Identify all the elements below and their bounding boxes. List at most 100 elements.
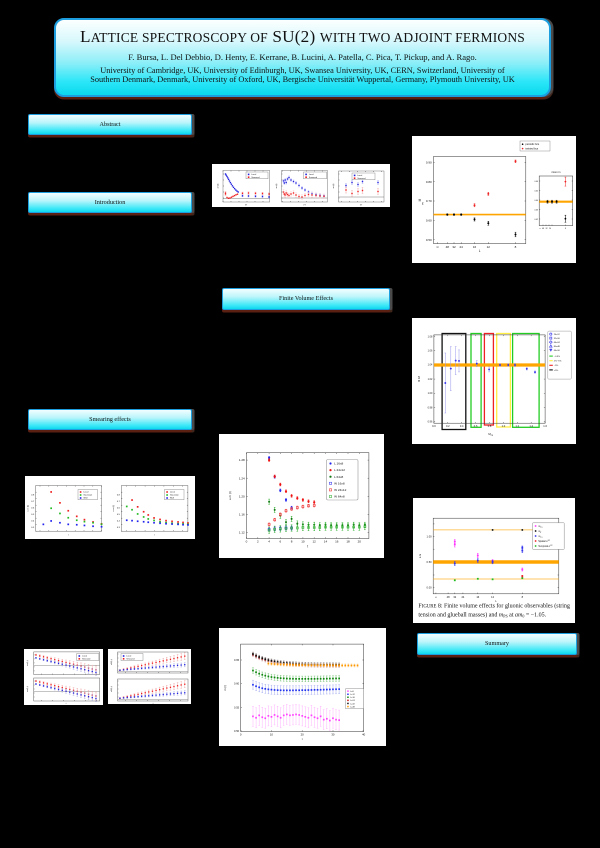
svg-text:16: 16 <box>335 540 339 544</box>
svg-text:0.90: 0.90 <box>426 160 432 164</box>
svg-text:16: 16 <box>476 595 479 599</box>
svg-text:0.0: 0.0 <box>432 424 436 428</box>
svg-text:0.4: 0.4 <box>117 521 121 523</box>
svg-text:FIGURE 8: Finite volume effect: FIGURE 8: Finite volume effects for gluo… <box>418 603 570 610</box>
svg-text:Smeared: Smeared <box>126 659 134 661</box>
svg-text:twisted bcs: twisted bcs <box>525 147 539 151</box>
svg-text:0.60: 0.60 <box>426 218 432 222</box>
svg-text:1.02: 1.02 <box>428 378 433 381</box>
svg-text:t/T: t/T <box>360 203 363 206</box>
svg-text:t: t <box>154 534 155 537</box>
svg-text:0.8: 0.8 <box>488 424 492 428</box>
svg-text:Smeared: Smeared <box>82 659 90 661</box>
svg-text:t: t <box>153 702 154 704</box>
svg-text:L=12: L=12 <box>350 694 355 696</box>
svg-text:∞: ∞ <box>539 228 541 230</box>
svg-text:1.16: 1.16 <box>239 513 245 517</box>
svg-text:PS: PS <box>422 201 424 204</box>
svg-text:t: t <box>307 545 308 549</box>
svg-text:∞: ∞ <box>435 596 437 599</box>
svg-text:Gaussian: Gaussian <box>83 495 93 497</box>
svg-text:1.24: 1.24 <box>239 476 245 480</box>
svg-text:0.65: 0.65 <box>234 658 240 662</box>
svg-text:0.2: 0.2 <box>446 424 450 428</box>
svg-text:∞: ∞ <box>436 245 439 249</box>
svg-text:0.60: 0.60 <box>234 682 240 686</box>
svg-text:1.4: 1.4 <box>529 424 533 428</box>
svg-text:Spatial σ1/2: Spatial σ1/2 <box>538 540 550 543</box>
svg-text:12: 12 <box>491 595 494 599</box>
svg-text:0.7: 0.7 <box>31 501 35 503</box>
svg-text:0.55: 0.55 <box>234 705 240 709</box>
svg-text:0.8: 0.8 <box>31 495 35 497</box>
svg-text:24: 24 <box>460 245 464 249</box>
svg-text:0.00: 0.00 <box>427 586 433 590</box>
svg-text:W 64x8: W 64x8 <box>334 495 345 499</box>
svg-text:Local: Local <box>309 174 314 176</box>
svg-text:t/T: t/T <box>245 203 248 206</box>
svg-text:24x12: 24x12 <box>554 334 561 336</box>
svg-text:24: 24 <box>549 228 551 230</box>
svg-text:48: 48 <box>447 595 450 599</box>
svg-text:32x16: 32x16 <box>554 338 561 340</box>
svg-text:Smeared: Smeared <box>357 177 365 179</box>
svg-text:~5%: ~5% <box>554 365 558 367</box>
svg-text:m (t): m (t) <box>223 685 227 690</box>
svg-text:8: 8 <box>522 595 524 599</box>
svg-text:2: 2 <box>257 540 259 544</box>
svg-text:am(t): am(t) <box>275 183 278 188</box>
svg-text:0.6: 0.6 <box>31 508 35 510</box>
svg-text:0.5: 0.5 <box>31 514 35 516</box>
svg-text:t/T: t/T <box>303 203 306 206</box>
svg-text:0.98: 0.98 <box>428 406 433 409</box>
svg-text:a m (t): a m (t) <box>112 505 115 512</box>
svg-text:tension and glueball masses) a: tension and glueball masses) and mPS at … <box>418 612 546 619</box>
svg-text:L 24x12: L 24x12 <box>334 468 345 472</box>
svg-text:0.7: 0.7 <box>117 501 121 503</box>
svg-text:0.8: 0.8 <box>117 495 121 497</box>
svg-text:t: t <box>66 702 67 705</box>
svg-text:Local: Local <box>251 174 256 176</box>
svg-text:Wall: Wall <box>170 498 175 500</box>
svg-text:6: 6 <box>280 540 282 544</box>
svg-text:1.08: 1.08 <box>428 335 433 338</box>
svg-text:10: 10 <box>270 733 274 737</box>
svg-text:Local: Local <box>82 656 87 658</box>
svg-text:L 64x8: L 64x8 <box>334 475 343 479</box>
svg-text:W 24x12: W 24x12 <box>334 488 346 492</box>
svg-text:20: 20 <box>358 540 362 544</box>
svg-text:32: 32 <box>452 245 456 249</box>
svg-text:0.6: 0.6 <box>474 424 478 428</box>
svg-text:1.04: 1.04 <box>428 364 433 367</box>
svg-text:1.2: 1.2 <box>515 424 519 428</box>
svg-text:0.62: 0.62 <box>535 219 539 221</box>
svg-text:Local: Local <box>126 656 131 658</box>
svg-text:Local: Local <box>170 492 176 494</box>
svg-text:0.80: 0.80 <box>426 180 432 184</box>
svg-text:32: 32 <box>453 595 456 599</box>
svg-text:0.64: 0.64 <box>535 200 539 202</box>
svg-text:M /M: M /M <box>417 376 421 382</box>
svg-text:am(t): am(t) <box>332 183 335 188</box>
svg-text:8: 8 <box>515 245 517 249</box>
svg-text:0: 0 <box>240 733 242 737</box>
svg-text:Smeared: Smeared <box>309 176 317 178</box>
svg-text:aM(L,t): aM(L,t) <box>110 659 113 665</box>
svg-text:L: L <box>495 599 497 603</box>
svg-text:L=16: L=16 <box>350 697 355 699</box>
svg-text:1.00: 1.00 <box>428 392 433 395</box>
svg-text:0.66: 0.66 <box>535 181 539 183</box>
svg-text:t: t <box>302 737 303 741</box>
svg-text:M: M <box>488 432 491 436</box>
svg-text:80x48: 80x48 <box>554 346 561 348</box>
svg-text:L 16x8: L 16x8 <box>334 462 343 466</box>
svg-text:1.06: 1.06 <box>428 350 433 353</box>
svg-text:0.3: 0.3 <box>31 527 35 529</box>
svg-text:>5%: >5% <box>554 369 558 372</box>
svg-text:L=24: L=24 <box>350 700 355 702</box>
svg-text:0.96: 0.96 <box>428 421 433 424</box>
svg-text:48: 48 <box>446 245 450 249</box>
svg-text:am(L,t): am(L,t) <box>26 686 29 692</box>
svg-text:L=8: L=8 <box>350 691 354 693</box>
svg-text:PS: PS <box>491 435 494 437</box>
